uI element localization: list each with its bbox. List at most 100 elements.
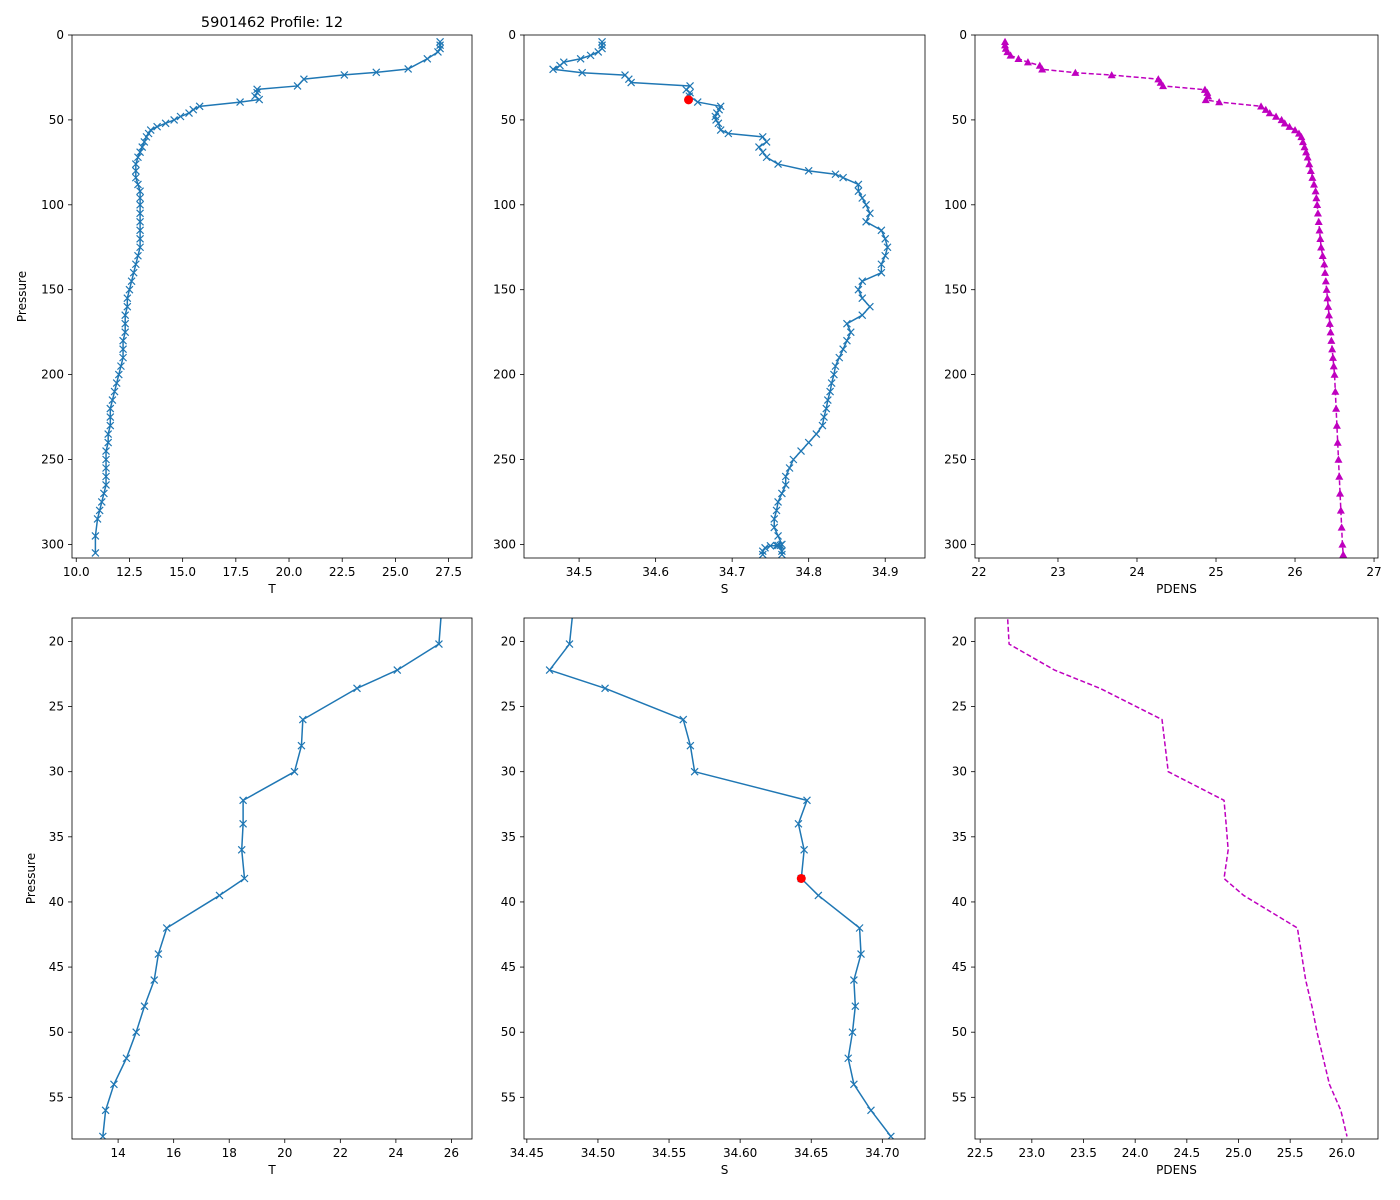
data-point-x [104, 430, 113, 438]
data-point-triangle [1335, 472, 1344, 480]
x-tick-label: 24.0 [1122, 1146, 1149, 1160]
x-tick-label: 26.0 [1328, 1146, 1355, 1160]
plot-area [545, 618, 895, 1139]
data-point-x [136, 243, 145, 252]
axes-frame [523, 617, 926, 1140]
y-tick-label: 55 [501, 1090, 516, 1104]
x-tick-label: 23 [1050, 565, 1065, 579]
data-point-triangle [1314, 217, 1323, 225]
data-point-x [839, 345, 848, 354]
data-point-x [854, 285, 863, 294]
data-point-triangle [1326, 328, 1335, 336]
x-tick-label: 15.0 [169, 565, 196, 579]
data-point-x [134, 180, 142, 189]
data-point-x [858, 294, 867, 303]
data-point-x [867, 1106, 875, 1115]
subplot-top_PDENS: 22 23 24 25 26 27 0 50 100 150 200 250 300 PDENS [944, 28, 1382, 596]
data-point-triangle [1333, 438, 1342, 446]
data-point-x [153, 122, 162, 131]
data-point-x [297, 741, 306, 750]
data-point-triangle [1325, 319, 1334, 327]
data-point-x [125, 285, 134, 294]
data-point-triangle [1313, 200, 1322, 209]
data-point-x [814, 891, 823, 900]
data-point-triangle [1257, 102, 1266, 110]
data-point-x [758, 132, 767, 141]
data-point-triangle [1297, 132, 1306, 141]
series-line-s [552, 41, 889, 556]
data-point-triangle [1323, 294, 1332, 302]
y-tick-label: 25 [49, 700, 64, 714]
data-point-x [716, 126, 725, 135]
data-point-x [129, 268, 138, 277]
x-tick-label: 22.5 [329, 565, 356, 579]
data-point-triangle [1309, 180, 1318, 188]
data-point-x [436, 37, 445, 46]
y-tick-label: 0 [508, 28, 516, 42]
data-point-x [97, 498, 106, 506]
y-tick-label: 30 [49, 765, 64, 779]
data-point-x [843, 336, 851, 345]
data-point-x [134, 251, 142, 260]
data-point-x [136, 187, 145, 196]
y-axis-label: Pressure [15, 271, 29, 322]
data-point-x [774, 498, 782, 506]
data-point-triangle [1306, 166, 1315, 175]
x-tick-label: 20 [277, 1146, 292, 1160]
data-point-x [598, 37, 606, 46]
data-point-triangle [1298, 137, 1307, 146]
data-point-x [830, 370, 838, 379]
data-point-triangle [1329, 362, 1338, 370]
x-tick-label: 22 [971, 565, 986, 579]
data-point-x [102, 472, 110, 481]
data-point-x [794, 819, 803, 828]
data-point-x [123, 294, 132, 303]
x-tick-label: 22 [333, 1146, 348, 1160]
data-point-x [594, 48, 603, 56]
x-tick-label: 34.9 [872, 565, 899, 579]
data-point-x [253, 85, 262, 94]
data-point-x [679, 715, 688, 724]
x-tick-label: 24 [388, 1146, 403, 1160]
data-point-x [849, 1080, 858, 1089]
data-point-x [715, 105, 724, 114]
plot-area [91, 37, 445, 557]
data-point-x [95, 506, 104, 515]
data-point-x [803, 796, 811, 805]
data-point-triangle [1300, 143, 1309, 151]
data-point-triangle [1339, 550, 1348, 558]
data-point-x [106, 404, 115, 413]
data-point-x [858, 311, 867, 320]
data-point-x [299, 75, 308, 84]
data-point-x [774, 160, 782, 168]
axes-frame [974, 617, 1379, 1140]
data-point-triangle [1321, 277, 1330, 285]
data-point-x [598, 41, 606, 50]
y-tick-label: 300 [944, 537, 967, 551]
subplot-bottom_T: 14 16 18 20 22 24 26 20 25 30 35 40 45 50 55 T Pressure [24, 617, 473, 1177]
data-point-x [858, 194, 867, 202]
x-tick-label: 34.8 [795, 565, 822, 579]
data-point-x [849, 976, 858, 985]
data-point-x [119, 345, 127, 354]
data-point-x [831, 362, 840, 371]
highlight-point [796, 874, 806, 883]
y-tick-label: 40 [952, 895, 967, 909]
data-point-x [762, 153, 771, 162]
y-tick-label: 35 [49, 830, 64, 844]
data-point-triangle [1328, 345, 1337, 353]
data-point-x [253, 88, 262, 97]
y-tick-label: 30 [501, 765, 516, 779]
data-point-x [877, 226, 886, 235]
data-point-x [804, 166, 813, 175]
data-point-x [789, 455, 798, 464]
y-axis-label: Pressure [24, 853, 38, 904]
y-tick-label: 55 [952, 1090, 967, 1104]
data-point-x [106, 413, 115, 421]
data-point-x [549, 65, 558, 74]
data-point-x [820, 413, 828, 421]
data-point-triangle [1215, 98, 1224, 106]
y-tick-label: 150 [493, 283, 516, 297]
data-point-x [781, 472, 790, 481]
data-point-triangle [1331, 387, 1340, 395]
